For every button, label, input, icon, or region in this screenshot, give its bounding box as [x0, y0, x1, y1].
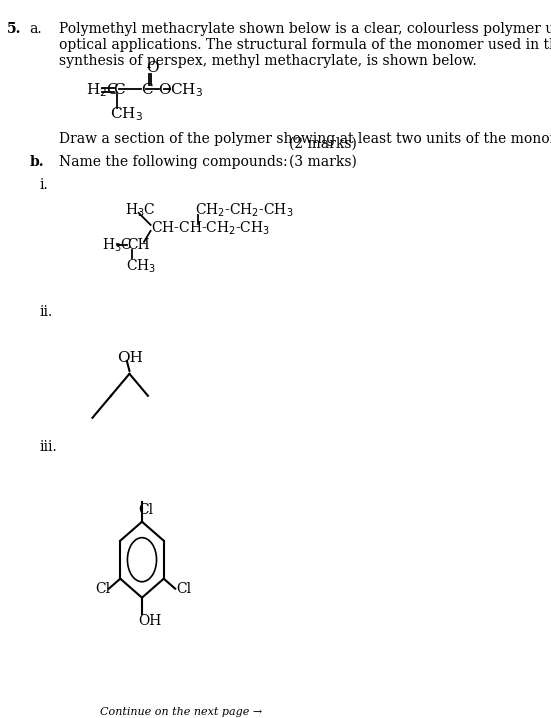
- Text: CH$_3$: CH$_3$: [126, 257, 156, 274]
- Text: H$_3$C: H$_3$C: [126, 201, 156, 218]
- Text: H$_3$C: H$_3$C: [102, 236, 133, 253]
- Text: C: C: [141, 83, 152, 97]
- Text: (3 marks): (3 marks): [289, 155, 357, 169]
- Text: b.: b.: [30, 155, 44, 169]
- Text: CH-CH-CH$_2$-CH$_3$: CH-CH-CH$_2$-CH$_3$: [150, 219, 270, 236]
- Text: OH: OH: [139, 614, 162, 628]
- Text: C: C: [114, 83, 125, 97]
- Text: CH$_3$: CH$_3$: [170, 81, 203, 99]
- Text: 5.: 5.: [7, 22, 21, 36]
- Text: a.: a.: [30, 22, 42, 36]
- Text: (2 marks): (2 marks): [289, 137, 357, 151]
- Text: Cl: Cl: [176, 582, 191, 596]
- Text: O: O: [159, 83, 171, 97]
- Text: O: O: [147, 61, 159, 75]
- Text: CH$_3$: CH$_3$: [110, 105, 143, 123]
- Text: iii.: iii.: [40, 439, 57, 454]
- Text: Name the following compounds:: Name the following compounds:: [60, 155, 288, 169]
- Text: i.: i.: [40, 178, 48, 192]
- Text: ii.: ii.: [40, 305, 53, 319]
- Text: CH: CH: [127, 238, 149, 252]
- Text: OH: OH: [117, 351, 143, 365]
- Text: CH$_2$-CH$_2$-CH$_3$: CH$_2$-CH$_2$-CH$_3$: [195, 201, 293, 218]
- Text: Polymethyl methacrylate shown below is a clear, colourless polymer used for
opti: Polymethyl methacrylate shown below is a…: [60, 22, 551, 68]
- Text: Cl: Cl: [139, 503, 154, 517]
- Text: Continue on the next page →: Continue on the next page →: [100, 707, 263, 717]
- Text: Draw a section of the polymer showing at least two units of the monomer.: Draw a section of the polymer showing at…: [60, 132, 551, 146]
- Text: Cl: Cl: [96, 582, 111, 596]
- Text: H$_2$C: H$_2$C: [86, 81, 120, 99]
